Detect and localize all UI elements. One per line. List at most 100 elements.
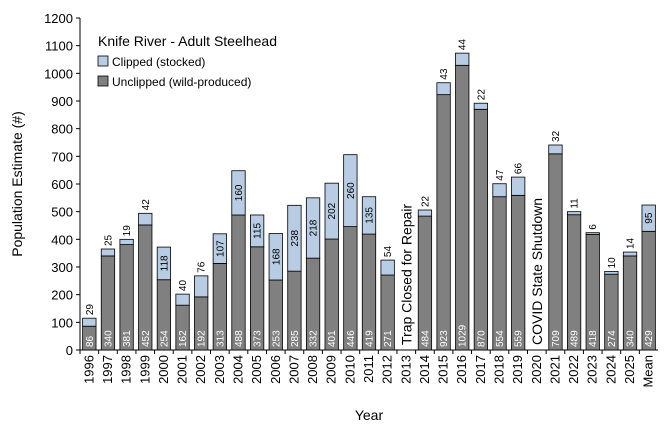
x-tick-label: 1996 — [81, 355, 96, 384]
data-label-unclipped: 489 — [570, 330, 581, 347]
data-label-unclipped: 446 — [346, 330, 357, 347]
data-label-unclipped: 313 — [215, 330, 226, 347]
data-label-clipped: 32 — [551, 130, 562, 142]
x-tick-label: 2022 — [566, 355, 581, 384]
bar-unclipped — [566, 214, 582, 351]
data-label-unclipped: 373 — [253, 330, 264, 347]
y-tick-label: 0 — [66, 343, 73, 358]
x-tick-label: 2024 — [603, 355, 618, 384]
x-tick-label: 2006 — [268, 355, 283, 384]
data-label-clipped: 22 — [420, 195, 431, 207]
x-tick-label: 2021 — [547, 355, 562, 384]
legend: Knife River - Adult Steelhead Clipped (s… — [97, 33, 277, 89]
bar-clipped — [268, 233, 283, 281]
x-tick-label: 2007 — [286, 355, 301, 384]
data-label-unclipped: 484 — [420, 330, 431, 347]
data-label-unclipped: 429 — [644, 330, 655, 347]
bar-clipped — [436, 82, 451, 96]
bar-clipped — [343, 154, 358, 228]
bar-clipped — [641, 204, 656, 232]
bar-unclipped — [417, 215, 433, 351]
y-tick-label: 800 — [51, 122, 73, 137]
data-label-clipped: 115 — [253, 222, 264, 238]
annotation-text: Trap Closed for Repair — [398, 204, 414, 345]
bar-clipped — [511, 176, 526, 196]
data-label-clipped: 19 — [122, 225, 133, 237]
data-label-clipped: 218 — [309, 219, 320, 236]
x-tick-label: 2001 — [175, 355, 190, 384]
data-label-clipped: 95 — [644, 212, 655, 224]
y-tick-label: 700 — [51, 149, 73, 164]
data-label-clipped: 11 — [570, 198, 581, 209]
x-axis-label: Year — [355, 407, 384, 423]
bar-clipped — [473, 102, 488, 110]
x-tick-label: 1997 — [100, 355, 115, 384]
x-tick-label: 2008 — [305, 355, 320, 384]
x-tick-label: 2000 — [156, 355, 171, 384]
x-ticks: 1996 1997 1998 1999 2000 2001 2002 2003 2004 2005… — [79, 350, 656, 388]
x-tick-label: Mean — [641, 355, 656, 388]
bar-clipped — [548, 144, 563, 155]
bar-clipped — [100, 248, 116, 257]
data-label-clipped: 14 — [626, 237, 637, 249]
data-label-clipped: 107 — [215, 240, 226, 257]
bar-clipped — [492, 183, 507, 198]
data-label-unclipped: 340 — [103, 330, 114, 347]
y-tick-label: 1000 — [44, 66, 73, 81]
data-label-unclipped: 559 — [514, 330, 525, 347]
bar-clipped — [287, 204, 302, 272]
bar-clipped — [417, 209, 433, 217]
data-label-unclipped: 192 — [197, 330, 208, 347]
annotations: Trap Closed for Repair COVID State Shutdo… — [398, 198, 545, 345]
data-label-clipped: 22 — [476, 89, 487, 101]
bar-unclipped — [492, 196, 507, 351]
bar-clipped — [361, 196, 377, 235]
data-label-clipped: 25 — [103, 234, 114, 246]
data-label-unclipped: 923 — [439, 330, 450, 347]
data-label-unclipped: 418 — [588, 330, 599, 347]
y-axis-label: Population Estimate (#) — [9, 111, 25, 257]
legend-swatch-unclipped — [97, 75, 109, 87]
bar-clipped — [604, 271, 619, 275]
x-tick-label: 2015 — [436, 355, 451, 384]
legend-label-unclipped: Unclipped (wild-produced) — [112, 75, 251, 89]
data-label-clipped: 118 — [159, 255, 170, 271]
bar-unclipped — [473, 108, 488, 351]
data-label-clipped: 42 — [141, 199, 152, 211]
bar-clipped — [455, 52, 470, 66]
data-label-unclipped: 253 — [271, 330, 282, 347]
x-tick-label: 2025 — [622, 355, 637, 384]
data-label-unclipped: 340 — [626, 330, 637, 347]
data-label-clipped: 47 — [495, 169, 506, 181]
bar-clipped — [82, 317, 97, 327]
data-label-clipped: 135 — [365, 207, 376, 224]
x-tick-label: 2004 — [230, 355, 245, 384]
bar-clipped — [250, 214, 265, 248]
y-tick-label: 600 — [51, 177, 73, 192]
y-tick-label: 100 — [51, 315, 73, 330]
x-tick-label: 2002 — [193, 355, 208, 384]
x-tick-label: 2003 — [212, 355, 227, 384]
data-label-unclipped: 285 — [290, 330, 301, 347]
data-label-unclipped: 271 — [383, 330, 394, 347]
data-label-clipped: 44 — [458, 39, 469, 51]
data-label-unclipped: 86 — [85, 335, 96, 347]
bar-clipped — [585, 232, 600, 235]
bar-unclipped — [455, 64, 470, 351]
bar-clipped — [566, 211, 582, 216]
legend-label-clipped: Clipped (stocked) — [112, 55, 205, 69]
data-label-unclipped: 709 — [551, 330, 562, 347]
x-tick-label: 2023 — [585, 355, 600, 384]
bar-unclipped — [231, 214, 246, 351]
data-label-unclipped: 401 — [327, 330, 338, 347]
y-tick-label: 900 — [51, 94, 73, 109]
data-label-clipped: 29 — [85, 304, 96, 316]
data-label-unclipped: 452 — [141, 330, 152, 347]
chart-title: Knife River - Adult Steelhead — [98, 33, 277, 49]
data-label-unclipped: 419 — [365, 330, 376, 347]
data-label-clipped: 43 — [439, 68, 450, 80]
data-label-unclipped: 274 — [607, 330, 618, 347]
data-label-clipped: 66 — [514, 163, 525, 175]
y-tick-label: 1200 — [44, 11, 73, 26]
